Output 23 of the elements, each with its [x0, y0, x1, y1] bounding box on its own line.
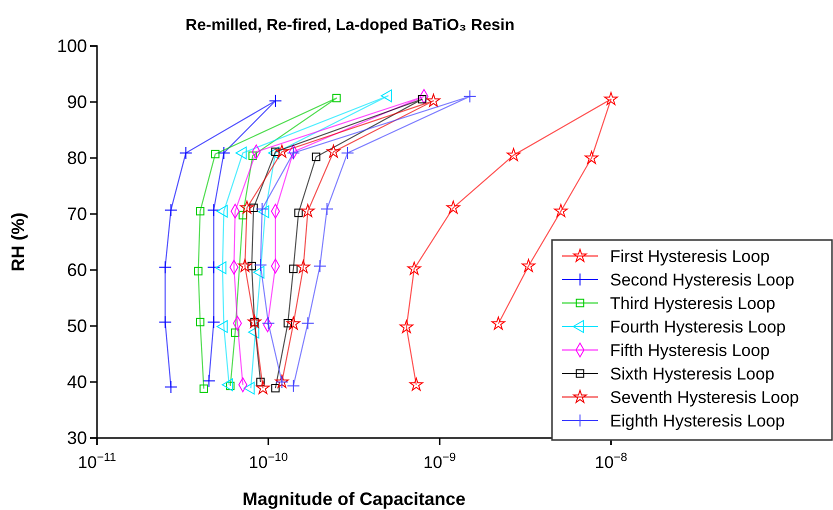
legend-label: Fifth Hysteresis Loop	[610, 341, 770, 360]
legend-label: Eighth Hysteresis Loop	[610, 412, 785, 430]
legend-label: Seventh Hysteresis Loop	[610, 388, 799, 407]
legend-label: Fourth Hysteresis Loop	[610, 318, 786, 336]
y-tick-label: 30	[66, 428, 87, 448]
x-tick-label: 10$^{−8}$	[594, 450, 628, 472]
y-tick-label: 100	[56, 36, 87, 56]
y-tick-label: 60	[66, 260, 87, 280]
y-axis-title: RH (%)	[8, 212, 28, 272]
y-tick-label: 90	[66, 92, 87, 112]
y-tick-label: 80	[66, 148, 87, 168]
legend-label: Second Hysteresis Loop	[610, 270, 794, 290]
y-tick-label: 70	[66, 204, 87, 224]
y-tick-label: 50	[66, 316, 87, 336]
legend-label: Sixth Hysteresis Loop	[610, 364, 774, 384]
x-tick-label: 10$^{−11}$	[78, 450, 116, 472]
legend-label: First Hysteresis Loop	[610, 247, 770, 266]
legend-label: Third Hysteresis Loop	[610, 294, 776, 313]
y-tick-label: 40	[66, 372, 87, 392]
x-tick-label: 10$^{−9}$	[423, 450, 456, 472]
chart-title: Re-milled, Re-fired, La-doped BaTiO₃ Resin	[186, 17, 514, 34]
x-axis-title: Magnitude of Capacitance	[242, 489, 466, 509]
x-tick-label: 10$^{−10}$	[248, 450, 288, 472]
